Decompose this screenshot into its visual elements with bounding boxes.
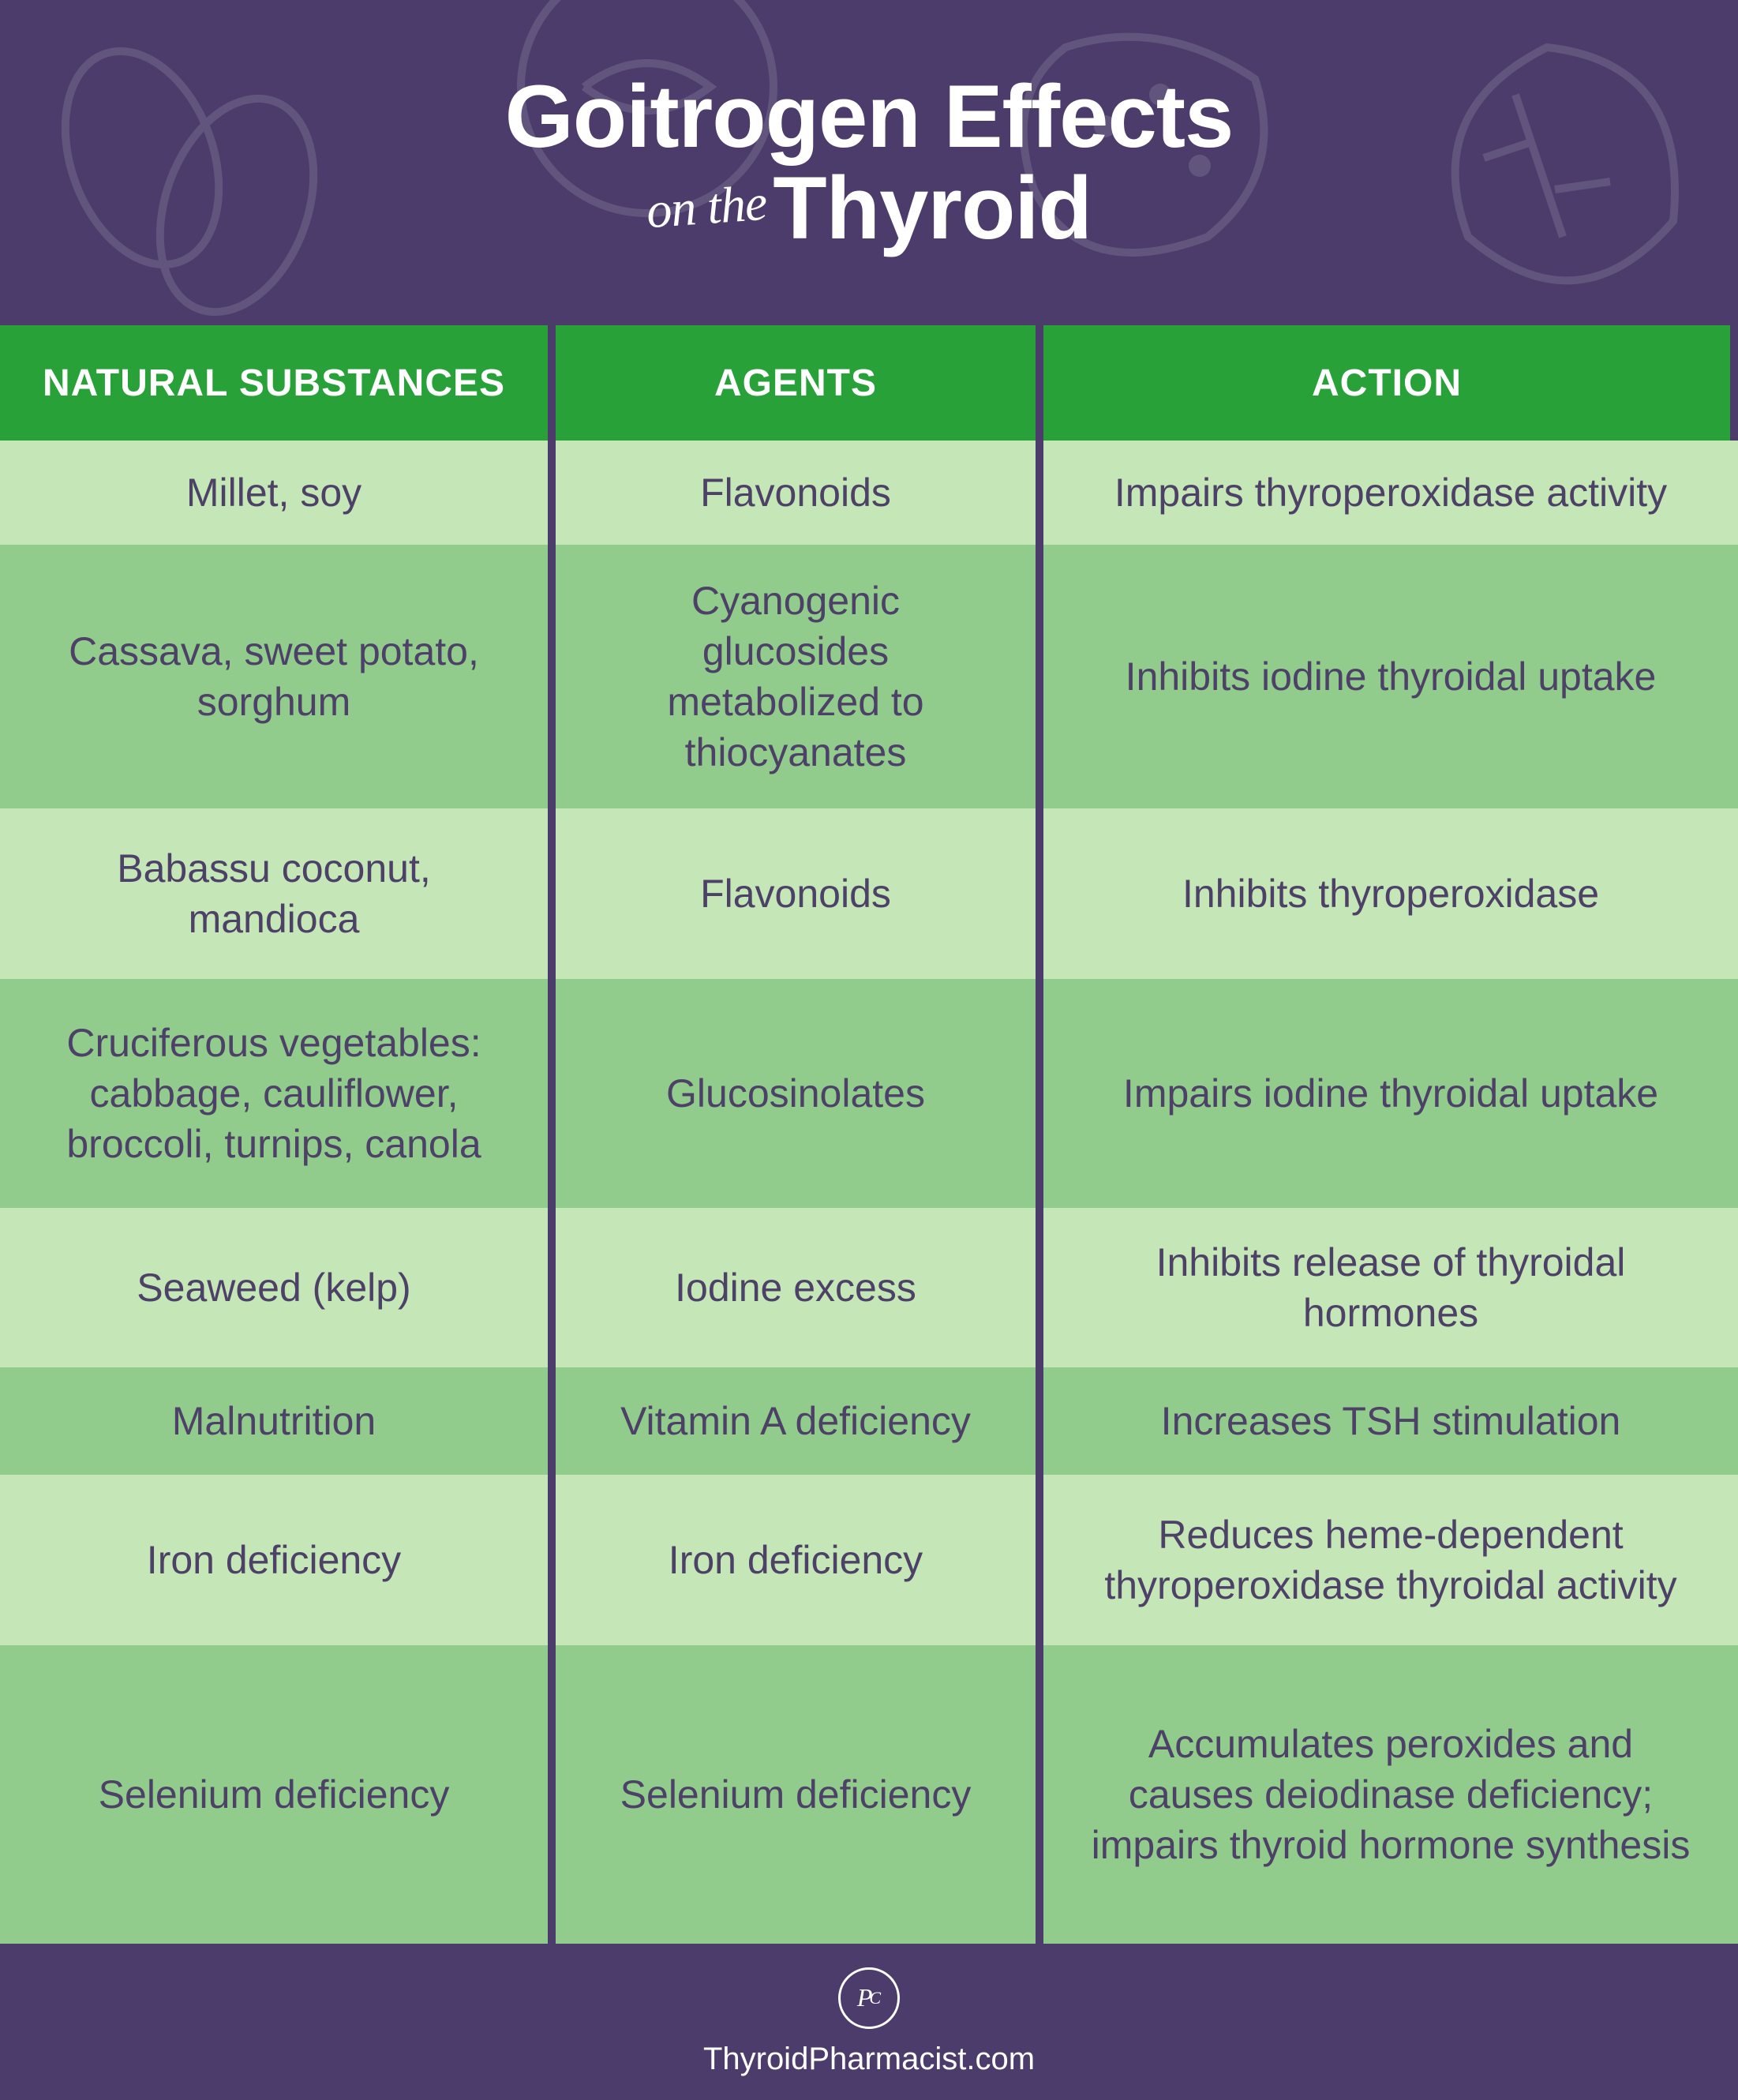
col-header-agents: AGENTS xyxy=(556,325,1043,441)
table-cell: Iron deficiency xyxy=(556,1475,1043,1645)
page-title: Goitrogen Effects on theThyroid xyxy=(505,73,1234,253)
table-cell: Reduces heme-dependent thyroperoxidase t… xyxy=(1043,1475,1738,1645)
table-cell: Inhibits thyroperoxidase xyxy=(1043,808,1738,979)
table-cell: Impairs thyroperoxidase activity xyxy=(1043,441,1738,545)
table-cell: Cyanogenic glucosides metabolized to thi… xyxy=(556,545,1043,808)
logo-letter-c: C xyxy=(869,1988,881,2008)
title-onthe: on the xyxy=(645,178,768,236)
goitrogen-table: NATURAL SUBSTANCES AGENTS ACTION Millet,… xyxy=(0,325,1738,1944)
col-header-action: ACTION xyxy=(1043,325,1738,441)
logo-icon: PC xyxy=(838,1967,900,2029)
table-cell: Selenium deficiency xyxy=(556,1645,1043,1944)
title-line1: Goitrogen Effects xyxy=(505,73,1234,161)
table-cell: Cruciferous vegetables: cabbage, caulifl… xyxy=(0,979,556,1208)
footer-site: ThyroidPharmacist.com xyxy=(703,2042,1035,2077)
table-cell: Iron deficiency xyxy=(0,1475,556,1645)
table-cell: Glucosinolates xyxy=(556,979,1043,1208)
table-cell: Accumulates peroxides and causes deiodin… xyxy=(1043,1645,1738,1944)
table-cell: Flavonoids xyxy=(556,808,1043,979)
col-header-substances: NATURAL SUBSTANCES xyxy=(0,325,556,441)
table-cell: Malnutrition xyxy=(0,1367,556,1475)
table-cell: Selenium deficiency xyxy=(0,1645,556,1944)
table-cell: Flavonoids xyxy=(556,441,1043,545)
title-word: Thyroid xyxy=(773,159,1092,257)
header: Goitrogen Effects on theThyroid xyxy=(0,0,1738,325)
table-cell: Millet, soy xyxy=(0,441,556,545)
title-line2: on theThyroid xyxy=(505,164,1234,253)
infographic: Goitrogen Effects on theThyroid NATURAL … xyxy=(0,0,1738,2100)
table-cell: Babassu coconut, mandioca xyxy=(0,808,556,979)
table-cell: Increases TSH stimulation xyxy=(1043,1367,1738,1475)
table-cell: Inhibits iodine thyroidal uptake xyxy=(1043,545,1738,808)
table-cell: Cassava, sweet potato, sorghum xyxy=(0,545,556,808)
table-cell: Iodine excess xyxy=(556,1208,1043,1367)
footer: PC ThyroidPharmacist.com xyxy=(0,1944,1738,2100)
table-cell: Vitamin A deficiency xyxy=(556,1367,1043,1475)
table-cell: Inhibits release of thyroidal hormones xyxy=(1043,1208,1738,1367)
table-cell: Seaweed (kelp) xyxy=(0,1208,556,1367)
table-cell: Impairs iodine thyroidal uptake xyxy=(1043,979,1738,1208)
